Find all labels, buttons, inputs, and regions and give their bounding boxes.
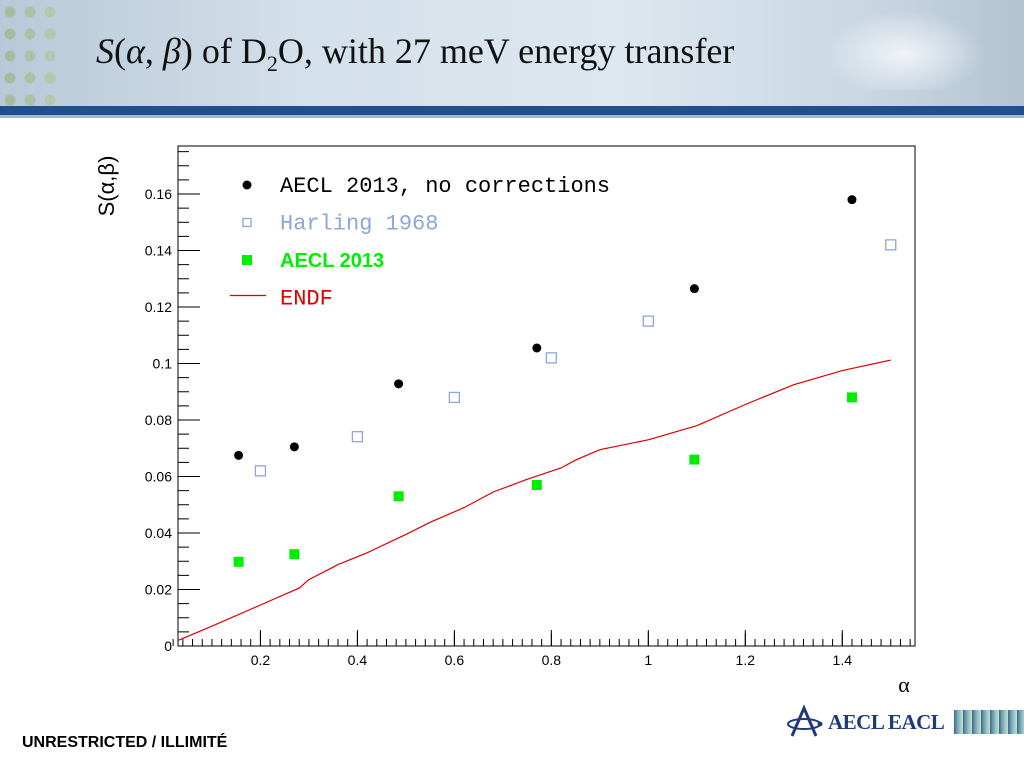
classification-label: UNRESTRICTED / ILLIMITÉ [22,734,228,751]
title-comma: , [144,31,163,71]
data-point-open-square [448,391,461,404]
y-axis-label: S(α,β) [94,156,119,217]
y-tick-label: 0.12 [145,299,172,315]
legend-label: AECL 2013, no corrections [280,174,610,199]
title-open-paren: ( [114,31,126,71]
title-s: S [96,31,114,71]
data-point-filled-square [289,549,300,560]
slide-title: S(α, β) of D2O, with 27 meV energy trans… [96,30,734,77]
atom-icon [787,704,823,737]
logo-gradient-bar [954,710,1024,734]
data-point-circle [289,442,299,452]
data-point-filled-square [689,454,700,465]
data-point-open-square [885,239,897,251]
banner-divider-light [0,115,1024,118]
data-point-filled-square [531,479,542,490]
x-tick-label: 1 [644,652,652,668]
plot-frame [177,145,916,647]
y-tick-label: 0.1 [153,356,173,372]
title-subscript: 2 [266,51,278,77]
data-point-filled-square [393,491,404,502]
aecl-logo: AECL EACL [786,702,1024,742]
y-tick-label: 0.16 [145,186,172,202]
x-tick-label: 1.2 [736,652,756,668]
y-tick-label: 0.08 [145,412,172,428]
y-tick-label: 0.06 [145,469,172,485]
legend-label: AECL 2013 [280,250,384,272]
x-tick-label: 0.2 [251,652,271,668]
data-point-open-square [545,352,557,364]
x-axis-label: α [898,672,910,697]
banner-cloud [824,10,984,90]
data-point-circle [689,284,699,294]
title-beta: β [162,31,181,71]
data-point-open-square [254,465,267,477]
title-close-paren: ) [180,31,193,71]
y-tick-label: 0 [164,638,172,654]
y-tick-label: 0.02 [145,582,172,598]
x-tick-label: 0.4 [348,652,368,668]
endf-line [177,359,891,641]
title-alpha: α [126,31,145,71]
legend-label: ENDF [280,287,333,312]
legend-label: Harling 1968 [280,212,438,237]
data-point-circle [394,379,404,389]
title-text-1: of D [192,31,267,71]
data-point-circle [234,450,244,460]
banner-divider [0,106,1024,115]
data-point-open-square [351,431,364,443]
logo-text: AECL EACL [828,710,945,734]
data-point-filled-square [846,392,857,403]
data-point-filled-square [233,556,244,567]
y-tick-label: 0.14 [145,243,172,259]
title-banner [0,0,1024,106]
data-point-open-square [642,315,654,327]
y-tick-label: 0.04 [145,525,172,541]
banner-pattern [0,0,60,106]
legend-marker-circle [242,180,252,190]
x-tick-label: 0.8 [542,652,562,668]
data-point-circle [532,343,542,353]
x-tick-label: 1.4 [833,652,853,668]
title-text-2: O, with 27 meV energy transfer [277,31,735,71]
legend-marker-filled-square [242,255,252,265]
legend-marker-open-square [242,217,252,228]
x-tick-label: 0.6 [445,652,465,668]
data-point-circle [847,195,857,205]
